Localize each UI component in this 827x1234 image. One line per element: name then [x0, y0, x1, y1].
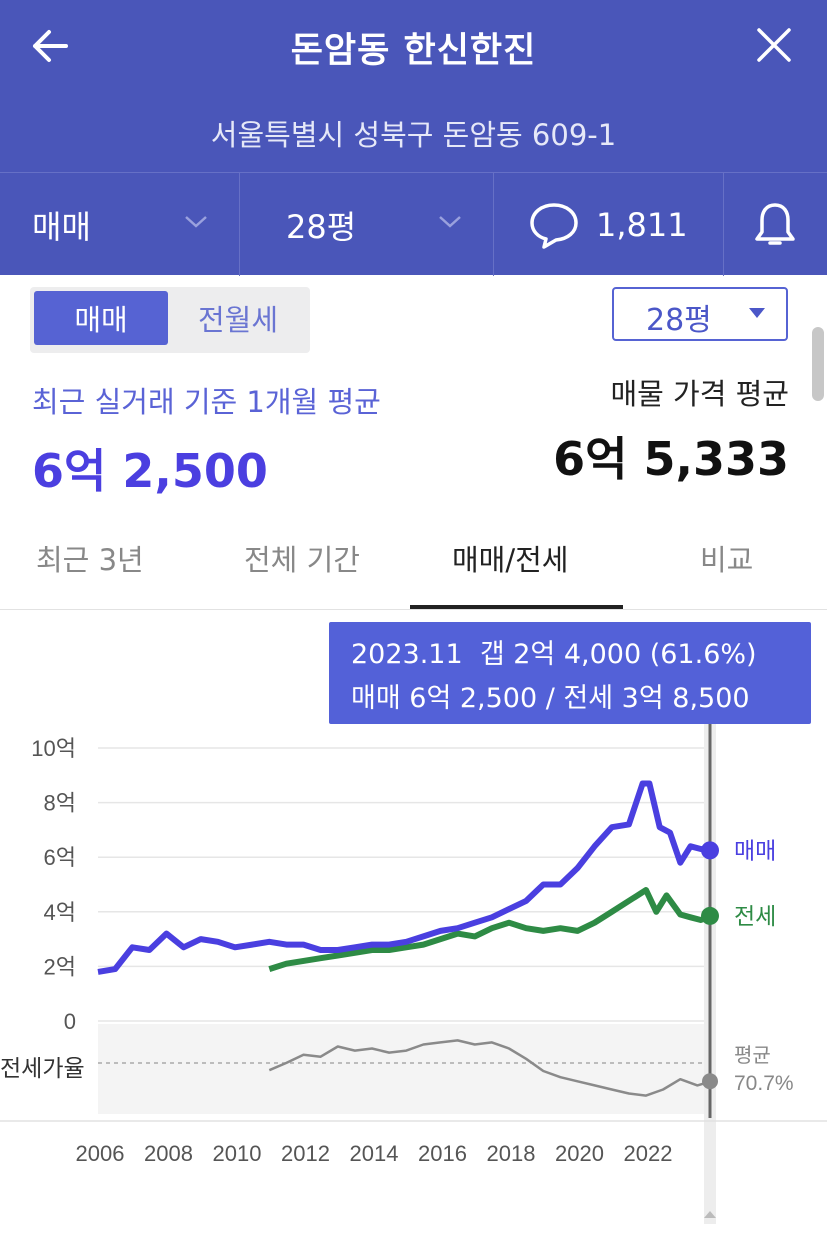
x-tick-label: 2008 [144, 1141, 193, 1166]
jeonse-line [268, 887, 713, 972]
back-button[interactable] [26, 22, 74, 70]
trade-segment: 매매 전월세 [30, 287, 310, 353]
recent-price-value: 6억 2,500 [32, 444, 268, 498]
recent-price-label: 최근 실거래 기준 1개월 평균 [32, 385, 381, 419]
notification-button[interactable] [752, 173, 802, 276]
x-tick-label: 2022 [624, 1141, 673, 1166]
trade-type-value: 매매 [32, 207, 91, 246]
x-tick-label: 2014 [350, 1141, 399, 1166]
average-value: 70.7% [734, 1072, 794, 1095]
page-title: 돈암동 한신한진 [290, 31, 537, 71]
y-tick-label: 8억 [44, 791, 76, 816]
speech-bubble-icon [530, 202, 578, 249]
size-dropdown-value: 28평 [646, 303, 712, 338]
arrow-left-icon [33, 30, 68, 62]
toolbar-divider [723, 173, 724, 276]
average-label: 평균 [734, 1044, 771, 1067]
close-button[interactable] [748, 20, 800, 70]
tab-all-period[interactable]: 전체 기간 [244, 543, 360, 577]
ratio-line [268, 1039, 712, 1097]
comment-count: 1,811 [596, 205, 688, 244]
ratio-label: 전세가율 [0, 1055, 85, 1081]
y-tick-label: 6억 [44, 845, 76, 870]
jeonse-end-dot [701, 906, 719, 925]
ratio-band [98, 1024, 712, 1114]
bell-icon [755, 202, 795, 245]
segment-rent[interactable]: 전월세 [197, 303, 279, 337]
x-tick-label: 2012 [281, 1141, 330, 1166]
scrollbar[interactable] [812, 327, 824, 401]
title-bar: 돈암동 한신한진 [0, 0, 827, 90]
x-tick-label: 2020 [555, 1141, 604, 1166]
tooltip-prices: 매매 6억 2,500 / 전세 3억 8,500 [351, 683, 750, 714]
ratio-end-dot [702, 1073, 718, 1090]
y-tick-label: 4억 [44, 900, 76, 925]
chart-tooltip: 2023.11 갭 2억 4,000 (61.6%) 매매 6억 2,500 /… [329, 622, 811, 724]
x-tick-label: 2018 [487, 1141, 536, 1166]
toolbar-divider [493, 173, 494, 276]
y-tick-label: 10억 [31, 736, 76, 761]
sale-end-dot [701, 841, 719, 860]
listing-price-label: 매물 가격 평균 [610, 377, 789, 411]
toolbar-divider [239, 173, 240, 276]
x-tick-label: 2016 [418, 1141, 467, 1166]
tab-recent-3y[interactable]: 최근 3년 [36, 543, 144, 577]
close-icon [757, 28, 791, 62]
sale-line [97, 780, 712, 975]
sale-series-label: 매매 [734, 837, 776, 863]
comments-button[interactable]: 1,811 [528, 173, 718, 276]
chevron-down-icon [439, 216, 461, 228]
jeonse-series-label: 전세 [734, 903, 776, 929]
trade-type-select[interactable]: 매매 [32, 173, 237, 276]
x-tick-label: 2010 [213, 1141, 262, 1166]
active-tab-indicator [410, 605, 623, 609]
address: 서울특별시 성북구 돈암동 609-1 [210, 118, 617, 152]
size-select-header[interactable]: 28평 [286, 173, 491, 276]
tab-compare[interactable]: 비교 [700, 543, 754, 577]
y-tick-label: 2억 [44, 954, 76, 979]
header: 돈암동 한신한진 서울특별시 성북구 돈암동 609-1 매매 28평 1 [0, 0, 827, 276]
tab-sale-jeonse[interactable]: 매매/전세 [452, 543, 569, 577]
y-tick-label: 0 [64, 1009, 76, 1034]
tooltip-gap: 2023.11 갭 2억 4,000 (61.6%) [351, 639, 757, 670]
tab-divider [0, 609, 827, 610]
x-tick-label: 2006 [76, 1141, 125, 1166]
content: 매매 전월세 28평 최근 실거래 기준 1개월 평균 6억 2,500 매물 … [0, 275, 827, 1234]
size-dropdown[interactable]: 28평 [612, 287, 788, 341]
caret-down-icon [749, 308, 765, 318]
toolbar: 매매 28평 1,811 [0, 172, 827, 276]
size-value: 28평 [286, 207, 357, 246]
cursor-handle [704, 1211, 716, 1218]
segment-sale[interactable]: 매매 [34, 291, 168, 345]
listing-price-value: 6억 5,333 [553, 432, 789, 486]
chevron-down-icon [185, 216, 207, 228]
